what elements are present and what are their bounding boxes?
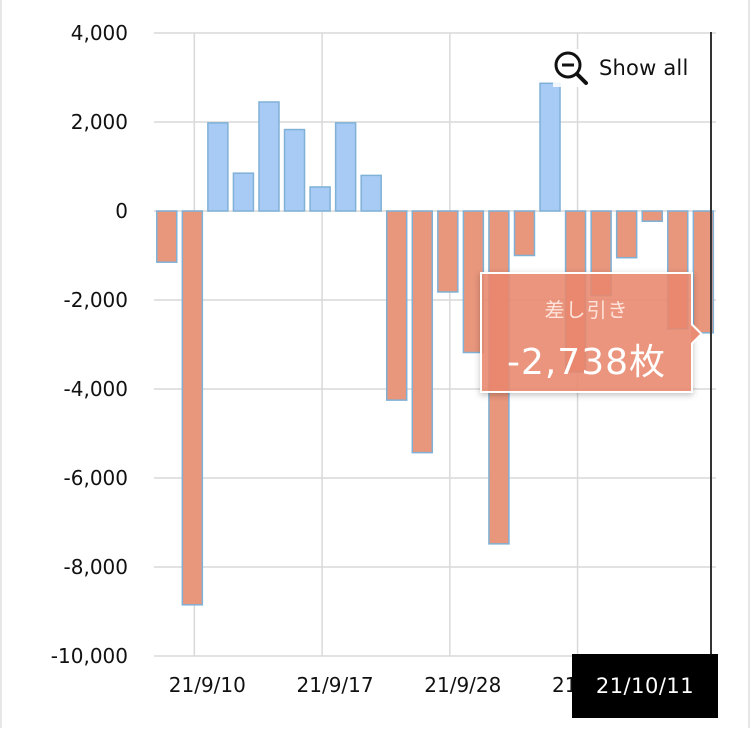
tooltip-value: -2,738枚 <box>506 342 667 383</box>
bar[interactable] <box>232 172 255 212</box>
y-tick-label: -2,000 <box>64 288 128 312</box>
bar[interactable] <box>615 210 638 259</box>
y-axis-ticks: 4,000 2,000 0 -2,000 -4,000 -6,000 -8,000 -10,0… <box>51 21 128 668</box>
bar[interactable] <box>258 101 280 212</box>
bar[interactable] <box>411 210 434 454</box>
y-tick-label: -10,000 <box>51 644 128 668</box>
bar[interactable] <box>539 82 561 212</box>
show-all-label: Show all <box>599 56 689 80</box>
bar[interactable] <box>181 210 204 606</box>
y-tick-label: -8,000 <box>64 555 128 579</box>
y-tick-label: -4,000 <box>64 377 128 401</box>
frame-right-edge <box>748 0 750 728</box>
bar[interactable] <box>513 210 536 257</box>
y-tick-label: 0 <box>115 199 128 223</box>
x-tick-label: 21/9/10 <box>169 673 246 697</box>
bar[interactable] <box>283 128 306 212</box>
bar[interactable] <box>156 210 178 263</box>
bar[interactable] <box>385 210 408 401</box>
bar[interactable] <box>309 186 331 212</box>
tooltip-title: 差し引き <box>544 298 629 322</box>
zoom-out-icon <box>554 51 588 85</box>
tooltip: 差し引き -2,738枚 <box>480 272 693 393</box>
x-tick-label: 21/9/28 <box>424 673 501 697</box>
y-tick-label: 4,000 <box>71 21 128 45</box>
frame-left-edge <box>0 0 2 728</box>
show-all-button[interactable]: Show all <box>553 49 693 87</box>
bar[interactable] <box>641 210 663 222</box>
x-tick-label: 21/9/17 <box>297 673 374 697</box>
bar[interactable] <box>334 122 357 212</box>
bar[interactable] <box>360 174 382 212</box>
y-tick-label: -6,000 <box>64 466 128 490</box>
crosshair-date-label: 21/10/11 <box>572 654 718 718</box>
bars <box>156 82 715 606</box>
bar[interactable] <box>207 122 229 212</box>
y-tick-label: 2,000 <box>71 110 128 134</box>
tooltip-pointer-fill <box>691 325 700 343</box>
bar[interactable] <box>692 210 715 334</box>
bar[interactable] <box>437 210 459 293</box>
